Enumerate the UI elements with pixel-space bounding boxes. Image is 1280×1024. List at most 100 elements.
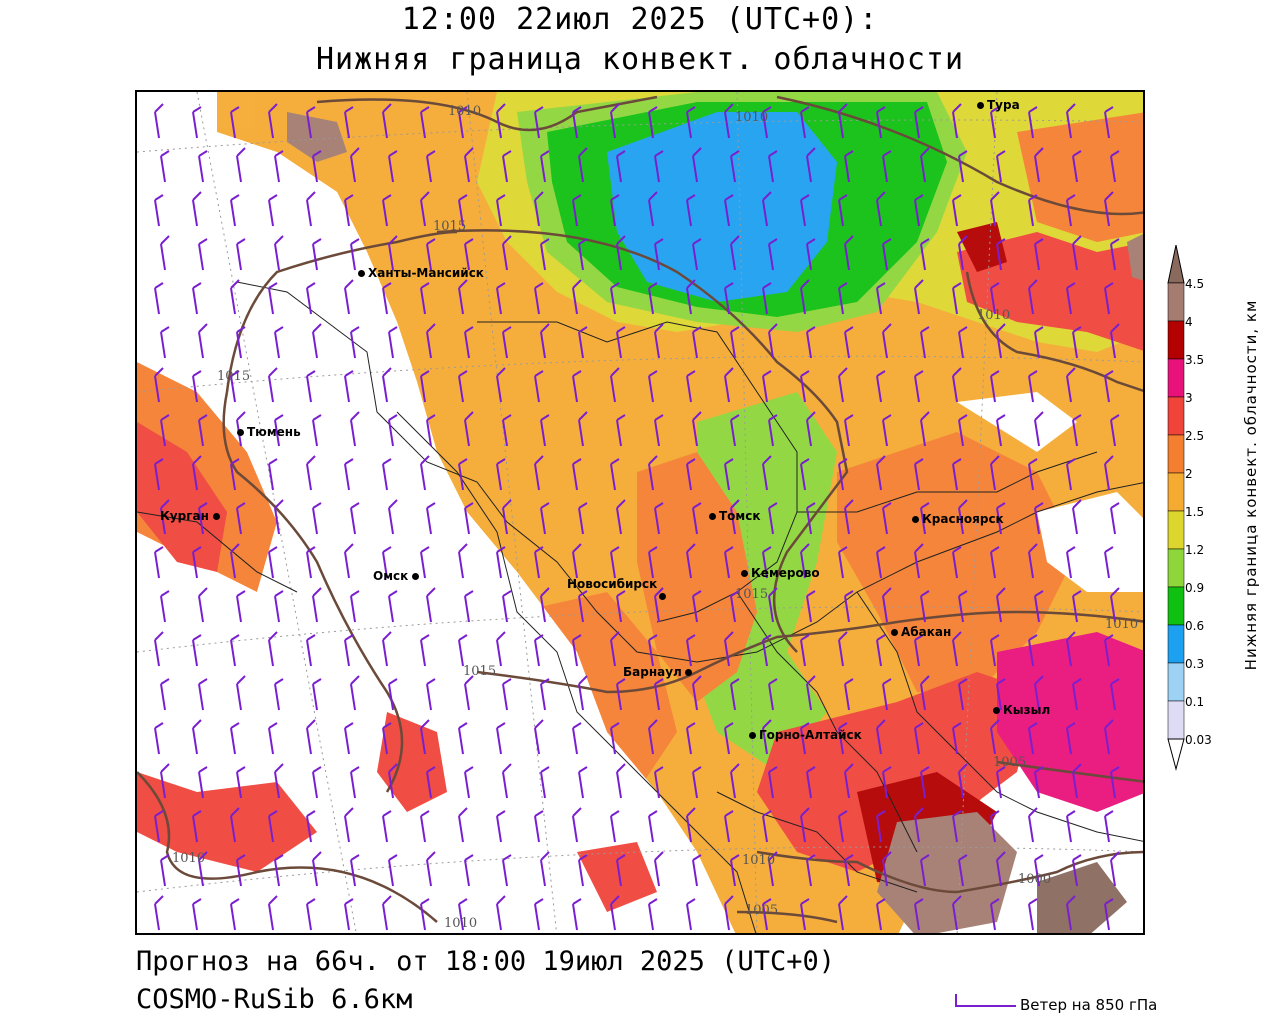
wind-barb	[458, 807, 468, 843]
wind-barb	[496, 810, 506, 843]
wind-barb	[1028, 634, 1038, 667]
wind-barb	[952, 367, 962, 403]
wind-barb	[800, 279, 810, 315]
colorbar-tick-label: 0.3	[1185, 657, 1205, 671]
wind-barb	[344, 634, 354, 667]
wind-barb	[198, 678, 208, 711]
city-marker-icon	[891, 629, 898, 636]
wind-barb	[236, 675, 246, 711]
wind-barb	[1072, 499, 1082, 535]
model-name: COSMO-RuSib 6.6км	[136, 984, 413, 1015]
wind-barb	[882, 502, 892, 535]
wind-barb	[154, 458, 164, 491]
wind-barb	[844, 678, 854, 711]
city-marker-icon	[977, 102, 984, 109]
wind-barb	[572, 634, 582, 667]
wind-barb	[230, 194, 240, 227]
wind-barb	[350, 675, 360, 711]
wind-barb	[312, 323, 322, 359]
wind-barb	[160, 150, 170, 183]
wind-barb	[192, 191, 202, 227]
wind-barb	[534, 191, 544, 227]
map-title: 12:00 22июл 2025 (UTC+0):	[401, 2, 879, 37]
wind-barb	[914, 194, 924, 227]
wind-barb	[654, 414, 664, 447]
wind-barb	[610, 194, 620, 227]
wind-barb	[996, 150, 1006, 183]
wind-barb-icon	[955, 994, 1016, 1007]
wind-barb	[654, 150, 664, 183]
wind-barb	[844, 763, 854, 799]
wind-barb	[1028, 458, 1038, 491]
wind-barb	[540, 414, 550, 447]
wind-barb	[996, 766, 1006, 799]
wind-barb	[692, 675, 702, 711]
wind-barb	[1028, 194, 1038, 227]
city-label: Томск	[719, 509, 761, 523]
wind-barb	[648, 106, 658, 139]
wind-barb	[914, 898, 924, 931]
colorbar-tick-label: 0.6	[1185, 619, 1205, 633]
wind-barb	[762, 634, 772, 667]
wind-barb	[578, 854, 588, 887]
wind-barb	[268, 194, 278, 227]
wind-barb	[762, 455, 772, 491]
wind-barb	[610, 458, 620, 491]
wind-barb	[838, 631, 848, 667]
wind-barb	[274, 499, 284, 535]
wind-barb	[578, 411, 588, 447]
colorbar-segment	[1167, 472, 1185, 512]
wind-barb	[388, 235, 398, 271]
wind-barb	[350, 326, 360, 359]
wind-barb	[420, 370, 430, 403]
wind-barb	[730, 854, 740, 887]
wind-barb	[388, 499, 398, 535]
wind-barb	[306, 898, 316, 931]
wind-barb	[464, 502, 474, 535]
wind-barb	[1110, 323, 1120, 359]
wind-legend: Ветер на 850 гПа	[952, 992, 1202, 1020]
city-label: Новосибирск	[567, 577, 658, 591]
wind-barb	[920, 238, 930, 271]
wind-barb	[800, 807, 810, 843]
wind-barb	[312, 502, 322, 535]
wind-barb	[1110, 238, 1120, 271]
wind-barb	[274, 678, 284, 711]
wind-barb	[838, 458, 848, 491]
wind-barb	[838, 895, 848, 931]
wind-barb	[654, 502, 664, 535]
wind-barb	[616, 854, 626, 887]
wind-barb	[844, 326, 854, 359]
wind-barb	[344, 279, 354, 315]
wind-barb	[502, 235, 512, 271]
wind-barb	[154, 895, 164, 931]
wind-barb	[230, 543, 240, 579]
wind-barb	[1104, 719, 1114, 755]
wind-barb	[274, 763, 284, 799]
forecast-info: Прогноз на 66ч. от 18:00 19июл 2025 (UTC…	[136, 946, 835, 977]
wind-barb	[306, 106, 316, 139]
city-barnaul: Барнаул	[623, 665, 695, 679]
graticule	[137, 92, 1143, 933]
wind-barb	[388, 414, 398, 447]
wind-barb	[648, 898, 658, 931]
wind-barb	[464, 675, 474, 711]
wind-barb	[882, 678, 892, 711]
wind-barb	[382, 103, 392, 139]
wind-barb	[952, 194, 962, 227]
wind-barb	[920, 590, 930, 623]
city-marker-icon	[993, 707, 1000, 714]
city-marker-icon	[749, 732, 756, 739]
wind-barb	[838, 103, 848, 139]
wind-barb	[540, 766, 550, 799]
city-kurgan: Курган	[160, 509, 223, 523]
isobar-label: 1010	[742, 853, 776, 868]
wind-barb	[388, 150, 398, 183]
wind-barb	[768, 766, 778, 799]
wind-barb	[502, 854, 512, 887]
wind-barb	[540, 238, 550, 271]
wind-barb	[388, 590, 398, 623]
wind-barb	[1028, 807, 1038, 843]
city-novosibirsk-marker	[659, 589, 669, 603]
wind-barb	[312, 678, 322, 711]
